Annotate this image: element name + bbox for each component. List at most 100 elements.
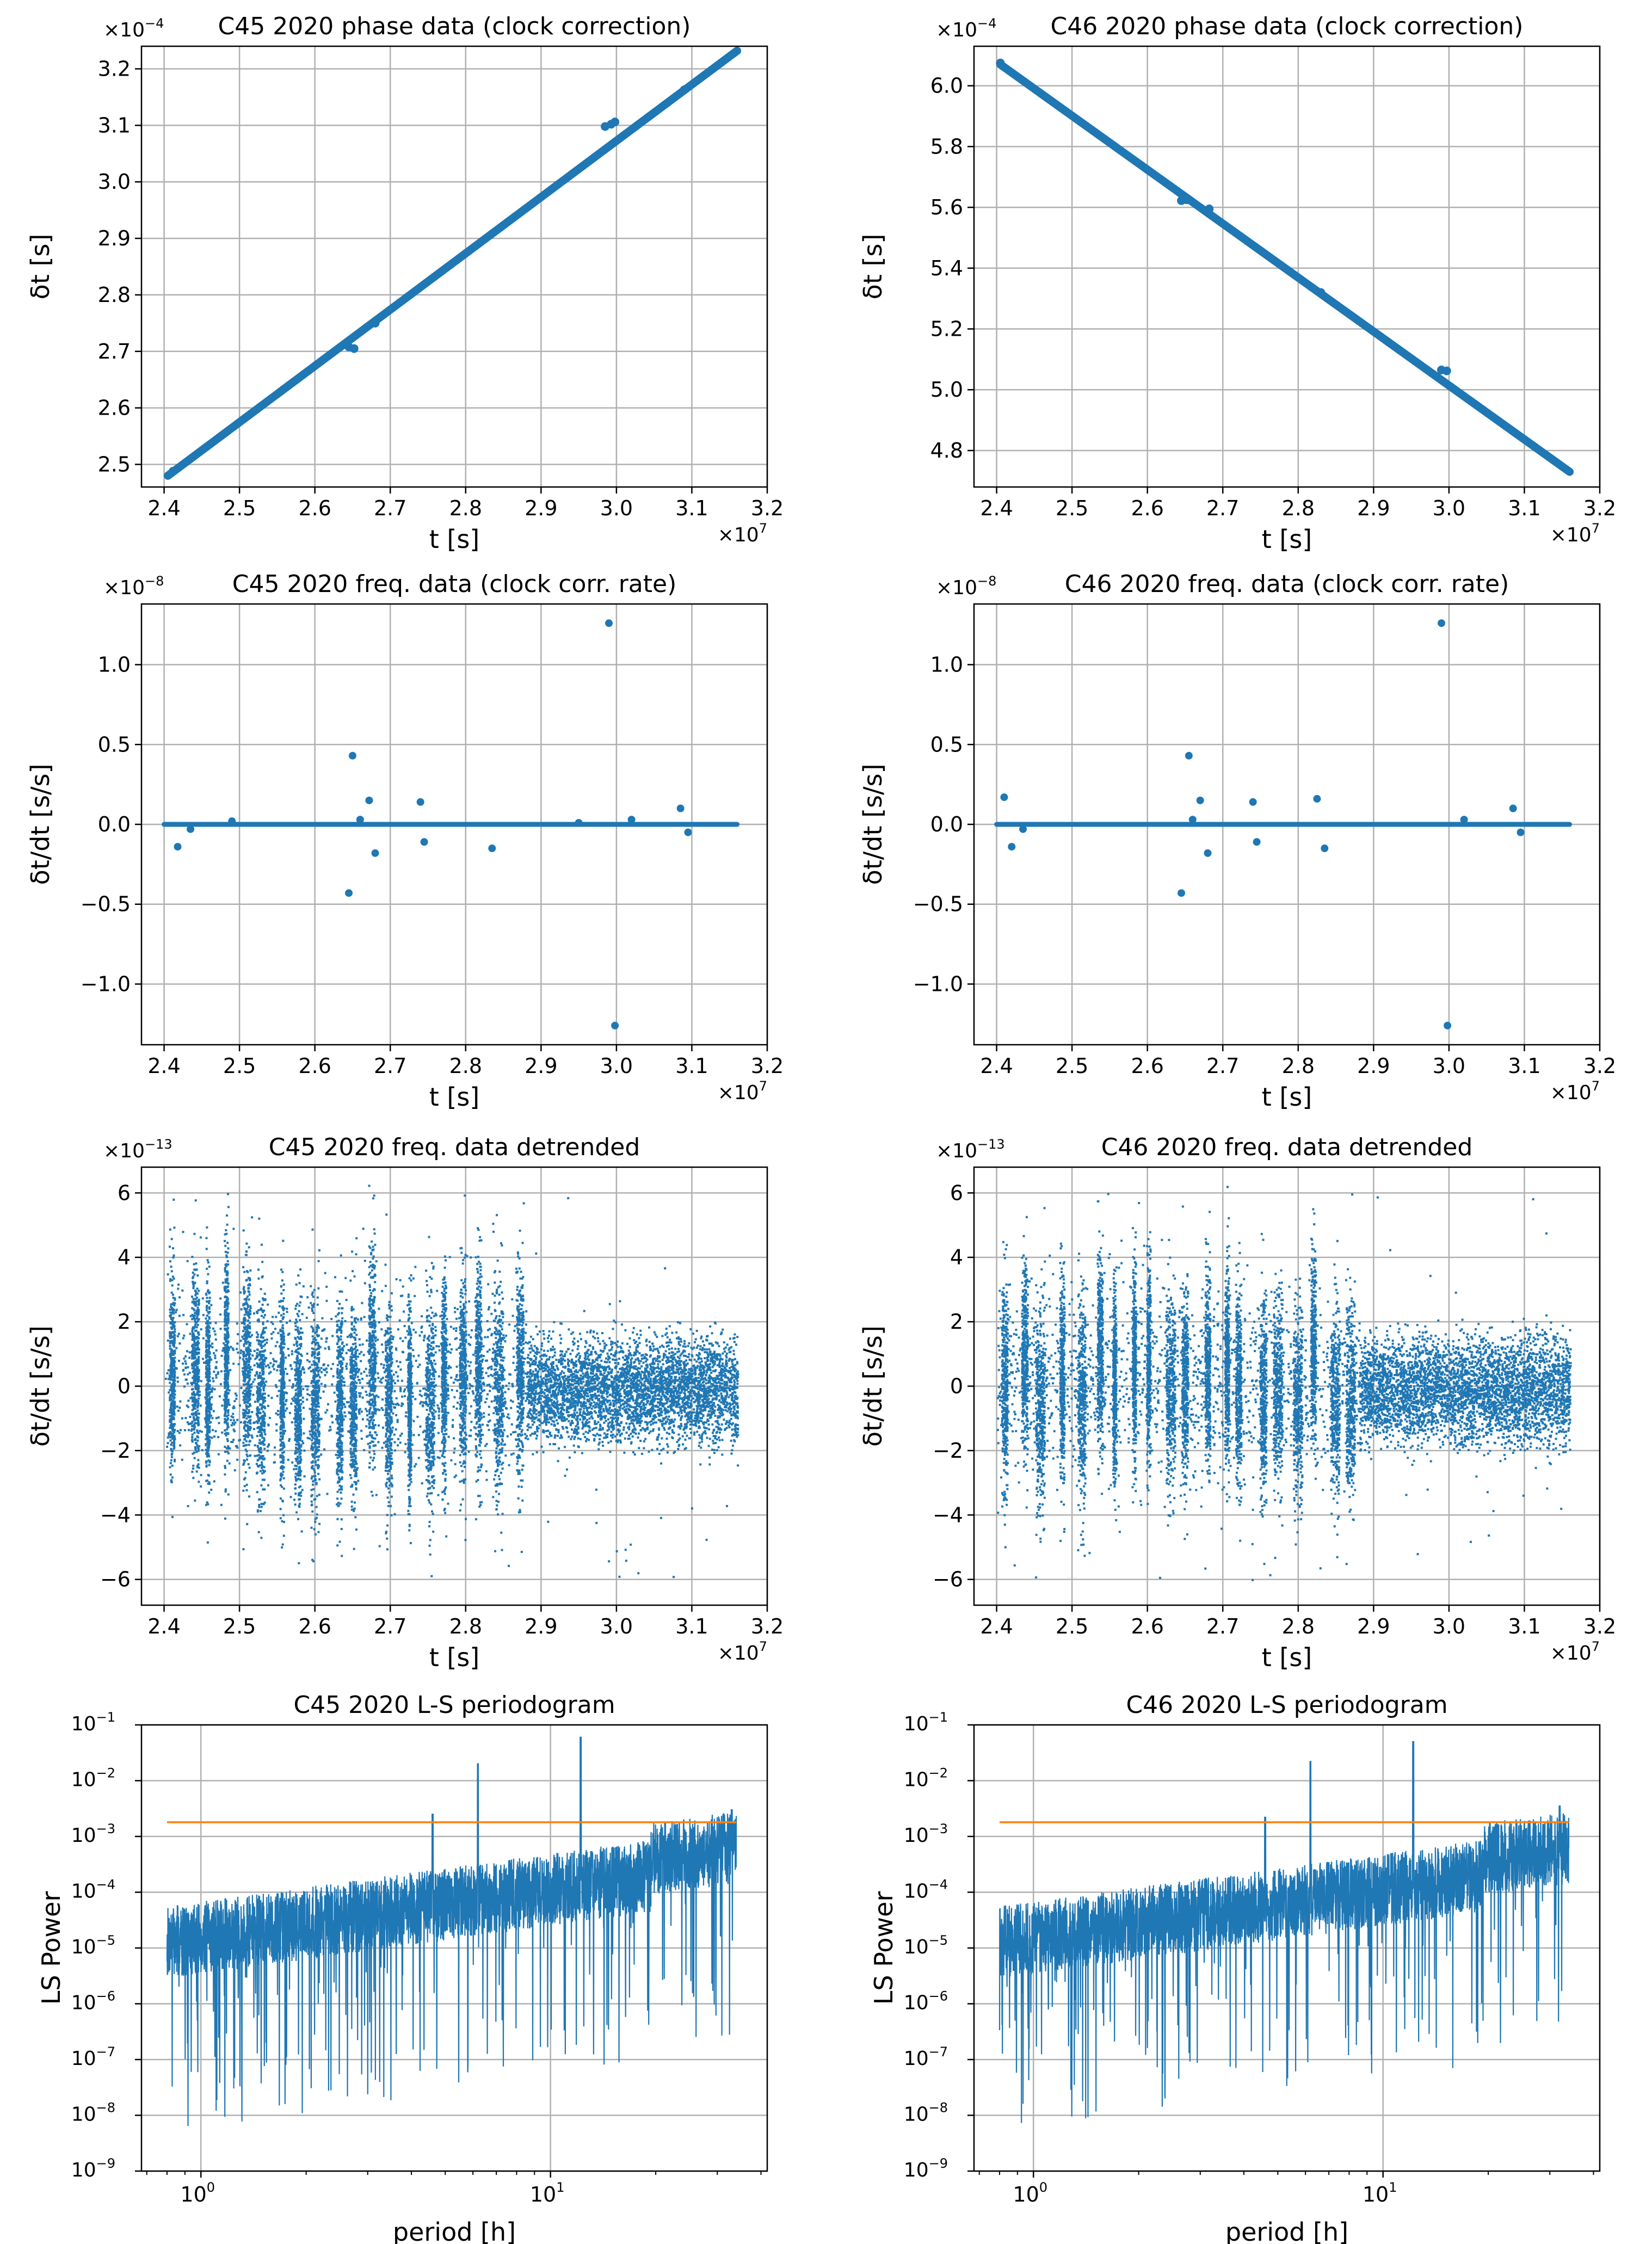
y-tick-exponent: −7 xyxy=(96,2044,115,2060)
x-tick-label: 3.2 xyxy=(1583,1054,1616,1078)
x-tick-label: 2.8 xyxy=(1282,1054,1315,1078)
phase-point xyxy=(169,466,178,476)
y-offset-exponent: −13 xyxy=(145,1137,172,1152)
y-tick-exponent: −1 xyxy=(96,1710,115,1725)
x-offset-exponent: 7 xyxy=(1592,1639,1600,1654)
chart-title: C45 2020 phase data (clock correction) xyxy=(218,13,691,40)
chart-title: C46 2020 L-S periodogram xyxy=(1126,1691,1447,1719)
x-tick-label: 2.5 xyxy=(223,1614,256,1638)
y-tick-label: 4.8 xyxy=(930,439,963,463)
rate-outlier xyxy=(1321,844,1329,853)
y-tick-label: 1.0 xyxy=(98,653,131,677)
y-tick-label: 10−9 xyxy=(904,2156,948,2181)
x-tick-label: 2.9 xyxy=(1357,1614,1390,1638)
y-offset-exponent: −4 xyxy=(977,16,996,31)
x-axis-label: t [s] xyxy=(429,1082,480,1112)
x-tick-label: 3.2 xyxy=(751,1614,784,1638)
phase-trace xyxy=(996,60,1574,476)
x-tick-label: 2.8 xyxy=(449,496,482,520)
x-tick-label: 3.1 xyxy=(1508,496,1540,520)
y-tick-label: −4 xyxy=(933,1503,963,1527)
x-axis-label: t [s] xyxy=(1262,1082,1312,1112)
x-tick-label: 3.0 xyxy=(600,1614,633,1638)
y-tick-label: −6 xyxy=(100,1568,131,1592)
chart-title: C46 2020 phase data (clock correction) xyxy=(1051,13,1524,40)
rate-outlier xyxy=(1188,816,1197,824)
y-tick-exponent: −8 xyxy=(96,2100,115,2116)
x-tick-label: 3.0 xyxy=(600,1054,633,1078)
x-tick-label: 3.1 xyxy=(675,1054,708,1078)
x-offset-multiplier: ×107 xyxy=(718,1078,767,1104)
chart-title: C45 2020 L-S periodogram xyxy=(293,1691,615,1719)
x-axis-label: t [s] xyxy=(429,1643,480,1672)
y-tick-label: 5.8 xyxy=(930,134,963,158)
rate-outlier xyxy=(1019,825,1027,833)
y-offset-exponent: −8 xyxy=(145,574,164,589)
y-tick-label: −6 xyxy=(933,1568,963,1592)
y-tick-label: 10−4 xyxy=(904,1877,948,1903)
rate-outlier xyxy=(684,828,692,836)
y-tick-label: 3.2 xyxy=(98,57,131,81)
y-tick-exponent: −7 xyxy=(929,2044,948,2060)
y-tick-label: 5.0 xyxy=(930,378,963,402)
data-layer xyxy=(998,1741,1570,2123)
y-tick-exponent: −9 xyxy=(929,2156,948,2171)
data-layer xyxy=(162,619,740,1029)
chart-title: C46 2020 freq. data (clock corr. rate) xyxy=(1065,570,1509,598)
rate-outlier xyxy=(1185,751,1193,760)
data-layer xyxy=(166,1736,737,2126)
chart-p2: 2.4 2.5 2.6 2.7 2.8 2.9 3.0 3.1 3.2 4.8 5.0 5.2 5.4 5… xyxy=(858,13,1616,554)
rate-outlier xyxy=(1438,619,1446,627)
x-tick-label: 3.2 xyxy=(1583,1614,1616,1638)
rate-outlier xyxy=(1178,889,1186,897)
y-tick-label: 0.0 xyxy=(98,812,131,836)
rate-outlier xyxy=(676,804,685,812)
y-axis-label: δt [s] xyxy=(26,234,55,300)
x-tick-exponent: 1 xyxy=(556,2180,564,2195)
x-tick-label: 2.5 xyxy=(1056,496,1088,520)
chart-p3: 2.4 2.5 2.6 2.7 2.8 2.9 3.0 3.1 3.2 −1.0 −0.5 0.0 0.… xyxy=(26,570,784,1112)
x-tick-label: 2.9 xyxy=(525,1054,557,1078)
x-tick-label: 3.2 xyxy=(751,496,784,520)
x-axis-label: period [h] xyxy=(1225,2217,1348,2244)
data-layer xyxy=(996,1186,1572,1581)
data-layer xyxy=(996,58,1574,476)
phase-point xyxy=(680,85,689,94)
x-offset-exponent: 7 xyxy=(1592,1078,1600,1094)
y-tick-label: 2.9 xyxy=(98,226,131,250)
chart-p7: 100 10110−910−810−710−610−510−410−310−210… xyxy=(36,1691,768,2244)
x-tick-label: 3.0 xyxy=(1433,496,1465,520)
x-tick-label: 2.5 xyxy=(223,1054,256,1078)
rate-outlier xyxy=(1509,804,1517,812)
x-tick-label: 3.0 xyxy=(600,496,633,520)
phase-point xyxy=(611,118,620,127)
y-axis-label: LS Power xyxy=(36,1891,66,2005)
y-tick-label: 5.6 xyxy=(930,195,963,219)
x-offset-exponent: 7 xyxy=(759,1639,767,1654)
y-tick-label: 0 xyxy=(118,1374,131,1398)
rate-outlier xyxy=(605,619,613,627)
y-tick-label: 2 xyxy=(118,1310,131,1334)
x-tick-label: 2.6 xyxy=(1131,496,1163,520)
axes-frame xyxy=(973,603,1601,1046)
y-tick-exponent: −2 xyxy=(929,1766,948,1781)
rate-outlier xyxy=(228,817,236,825)
rate-outlier xyxy=(345,889,353,897)
x-tick-label: 2.4 xyxy=(147,496,180,520)
axes-frame xyxy=(140,1166,768,1606)
rate-outlier xyxy=(420,838,428,846)
rate-outlier xyxy=(174,843,182,851)
rate-outlier xyxy=(1008,843,1016,851)
rate-outlier xyxy=(575,819,583,827)
y-tick-exponent: −1 xyxy=(929,1710,948,1725)
chart-title: C46 2020 freq. data detrended xyxy=(1101,1133,1473,1161)
y-tick-label: 4 xyxy=(950,1246,963,1269)
y-tick-label: 3.1 xyxy=(98,113,131,137)
x-tick-label: 2.9 xyxy=(525,496,557,520)
y-tick-label: 10−3 xyxy=(904,1821,948,1847)
x-tick-label: 2.9 xyxy=(1357,496,1390,520)
y-tick-label: 6 xyxy=(118,1181,131,1205)
rate-outlier xyxy=(488,844,496,853)
x-tick-label: 2.5 xyxy=(1056,1614,1088,1638)
y-tick-exponent: −5 xyxy=(929,1933,948,1948)
